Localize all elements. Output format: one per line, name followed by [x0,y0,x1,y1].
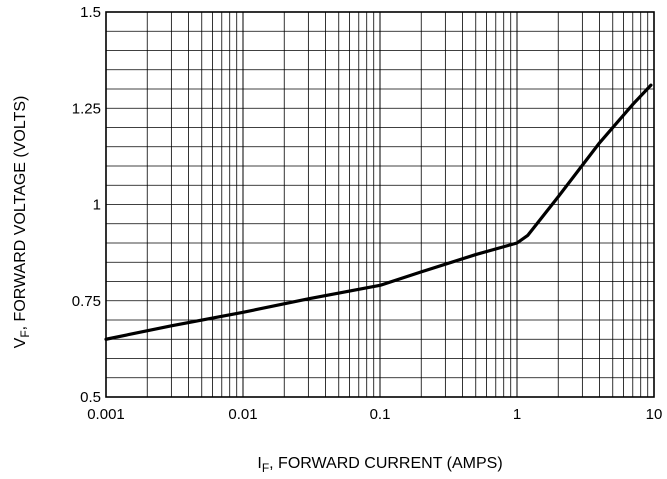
y-tick-label: 1.25 [72,100,101,117]
y-tick-label: 0.75 [72,293,101,310]
y-tick-label: 1.5 [80,4,101,21]
x-tick-label: 10 [646,406,663,423]
x-axis-title-main: I [257,455,261,472]
x-tick-label: 0.01 [228,406,257,423]
x-tick-label: 0.001 [87,406,125,423]
grid [105,11,655,398]
y-axis-title-main: V [12,337,29,348]
tick-labels: 0.001 0.01 0.1 1 10 0.5 0.75 1 1.25 1.5 [72,4,663,423]
x-tick-label: 1 [513,406,521,423]
y-axis-title: VF, FORWARD VOLTAGE (VOLTS) [12,96,32,349]
y-tick-label: 1 [93,197,101,214]
y-axis-title-sub: F [18,330,32,337]
y-tick-label: 0.5 [80,389,101,406]
x-axis-title-rest: , FORWARD CURRENT (AMPS) [269,455,502,472]
plot-frame [105,11,655,398]
x-tick-label: 0.1 [370,406,391,423]
forward-voltage-curve [104,83,653,341]
x-axis-title-sub: F [262,461,269,475]
x-axis-title: IF, FORWARD CURRENT (AMPS) [257,455,502,475]
y-axis-title-rest: , FORWARD VOLTAGE (VOLTS) [12,96,29,331]
